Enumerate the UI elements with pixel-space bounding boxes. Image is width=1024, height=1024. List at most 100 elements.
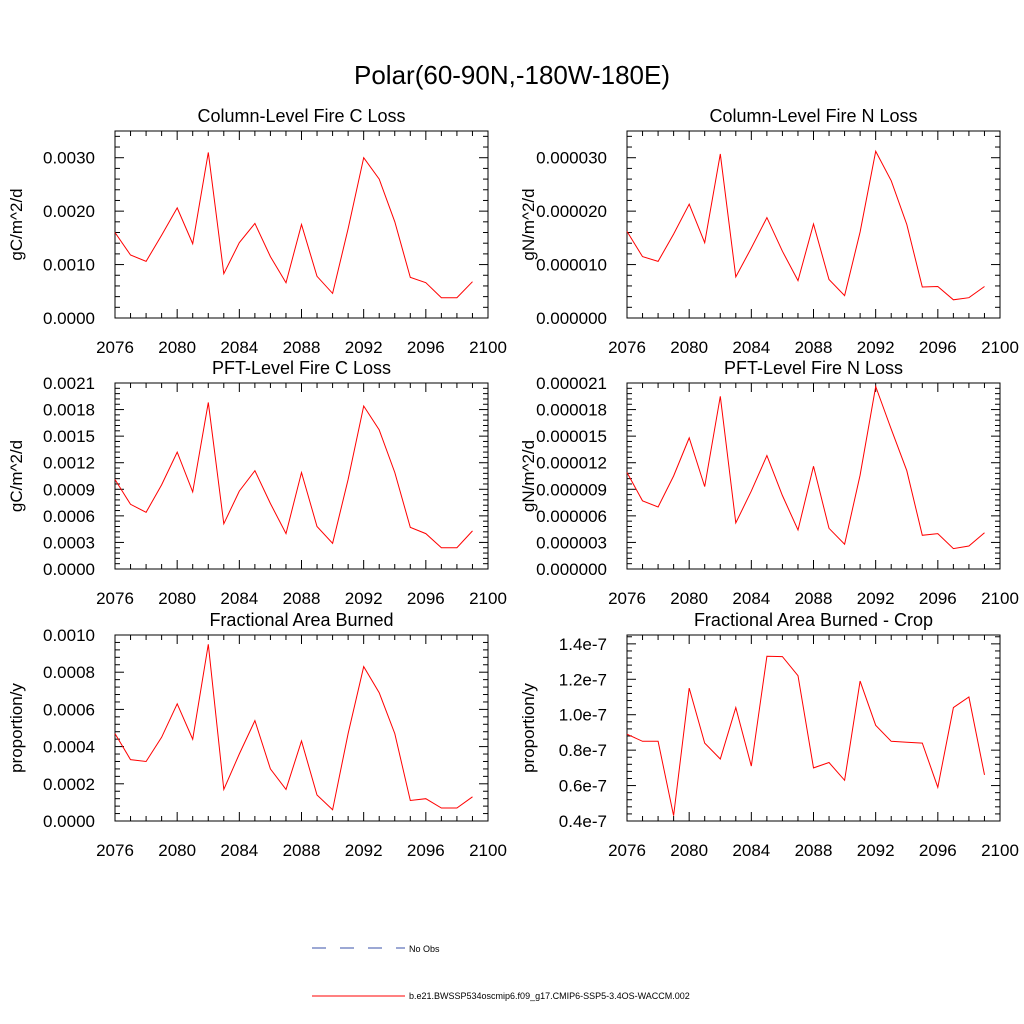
x-tick-label: 2092: [345, 841, 383, 860]
y-tick-label: 0.000012: [536, 454, 607, 473]
plot-frame: [626, 634, 1001, 822]
series-line: [114, 152, 473, 299]
y-tick-label: 0.0000: [43, 560, 95, 579]
y-tick-label: 0.0009: [43, 480, 95, 499]
y-tick-label: 0.0010: [43, 626, 95, 645]
y-tick-label: 0.8e-7: [559, 741, 607, 760]
y-tick-label: 0.0030: [43, 149, 95, 168]
x-tick-label: 2080: [670, 338, 708, 357]
x-tick-label: 2088: [283, 841, 321, 860]
legend-label-model: b.e21.BWSSP534oscmip6.f09_g17.CMIP6-SSP5…: [409, 991, 690, 1001]
x-tick-label: 2092: [857, 338, 895, 357]
y-axis-label: gN/m^2/d: [519, 188, 538, 260]
x-tick-label: 2092: [857, 841, 895, 860]
x-tick-label: 2092: [857, 589, 895, 608]
y-tick-label: 0.6e-7: [559, 777, 607, 796]
x-tick-label: 2100: [981, 338, 1019, 357]
x-tick-label: 2076: [608, 589, 646, 608]
y-tick-label: 0.0003: [43, 533, 95, 552]
y-tick-label: 0.0020: [43, 202, 95, 221]
x-tick-label: 2088: [283, 338, 321, 357]
y-axis-label: gN/m^2/d: [519, 440, 538, 512]
y-tick-label: 0.000030: [536, 149, 607, 168]
y-tick-label: 1.0e-7: [559, 706, 607, 725]
y-tick-label: 1.4e-7: [559, 635, 607, 654]
y-tick-label: 0.4e-7: [559, 812, 607, 831]
y-tick-label: 0.0012: [43, 454, 95, 473]
legend-label-no-obs: No Obs: [409, 944, 440, 954]
x-tick-label: 2096: [919, 841, 957, 860]
y-tick-label: 0.0010: [43, 256, 95, 275]
x-tick-label: 2080: [158, 841, 196, 860]
y-tick-label: 0.0021: [43, 374, 95, 393]
x-tick-label: 2096: [919, 589, 957, 608]
x-tick-label: 2088: [795, 338, 833, 357]
x-tick-label: 2084: [220, 338, 258, 357]
x-tick-label: 2096: [407, 338, 445, 357]
y-tick-label: 0.0018: [43, 401, 95, 420]
panel-title: Fractional Area Burned - Crop: [694, 610, 933, 630]
y-axis-label: gC/m^2/d: [7, 188, 26, 260]
series-line: [626, 149, 985, 301]
x-tick-label: 2076: [96, 841, 134, 860]
panel-4: PFT-Level Fire N Loss gN/m^2/d 2076 2080 208…: [519, 358, 1019, 608]
y-tick-label: 0.0006: [43, 700, 95, 719]
x-tick-label: 2100: [469, 589, 507, 608]
panel-title: Column-Level Fire N Loss: [709, 106, 917, 126]
y-tick-label: 0.000018: [536, 401, 607, 420]
x-tick-label: 2084: [220, 589, 258, 608]
panel-6: Fractional Area Burned - Crop proportion/…: [519, 610, 1019, 860]
x-tick-label: 2080: [158, 338, 196, 357]
plot-frame: [626, 382, 1001, 570]
plot-frame: [114, 382, 489, 570]
x-tick-label: 2076: [608, 841, 646, 860]
y-tick-label: 0.000003: [536, 533, 607, 552]
y-tick-label: 0.0015: [43, 427, 95, 446]
y-tick-label: 0.000006: [536, 507, 607, 526]
y-axis-label: gC/m^2/d: [7, 440, 26, 512]
y-tick-label: 0.000000: [536, 309, 607, 328]
x-tick-label: 2092: [345, 338, 383, 357]
y-tick-label: 0.000015: [536, 427, 607, 446]
x-tick-label: 2084: [732, 589, 770, 608]
series-line: [626, 655, 985, 816]
x-tick-label: 2096: [919, 338, 957, 357]
series-line: [626, 384, 985, 550]
panel-5: Fractional Area Burned proportion/y 2076 20…: [7, 610, 507, 860]
x-tick-label: 2084: [732, 338, 770, 357]
y-tick-label: 0.000009: [536, 480, 607, 499]
x-tick-label: 2076: [608, 338, 646, 357]
x-tick-label: 2088: [795, 589, 833, 608]
panel-2: Column-Level Fire N Loss gN/m^2/d 2076 2080…: [519, 106, 1019, 357]
panels: Column-Level Fire C Loss gC/m^2/d 2076 2080…: [7, 106, 1019, 860]
y-tick-label: 0.0008: [43, 663, 95, 682]
x-tick-label: 2080: [670, 841, 708, 860]
y-axis-label: proportion/y: [519, 683, 538, 773]
panel-title: Fractional Area Burned: [209, 610, 393, 630]
series-line: [114, 644, 473, 811]
x-tick-label: 2096: [407, 841, 445, 860]
y-tick-label: 0.0006: [43, 507, 95, 526]
panel-title: PFT-Level Fire N Loss: [724, 358, 903, 378]
x-tick-label: 2100: [469, 338, 507, 357]
x-tick-label: 2100: [469, 841, 507, 860]
y-tick-label: 0.000020: [536, 202, 607, 221]
x-tick-label: 2088: [283, 589, 321, 608]
x-tick-label: 2100: [981, 841, 1019, 860]
y-axis-label: proportion/y: [7, 683, 26, 773]
y-tick-label: 0.0004: [43, 738, 95, 757]
panel-1: Column-Level Fire C Loss gC/m^2/d 2076 2080…: [7, 106, 507, 357]
x-tick-label: 2088: [795, 841, 833, 860]
x-tick-label: 2084: [732, 841, 770, 860]
x-tick-label: 2076: [96, 589, 134, 608]
x-tick-label: 2080: [158, 589, 196, 608]
x-tick-label: 2080: [670, 589, 708, 608]
series-line: [114, 402, 473, 549]
legend: No Obs b.e21.BWSSP534oscmip6.f09_g17.CMI…: [312, 944, 690, 1001]
y-tick-label: 0.000010: [536, 256, 607, 275]
panel-title: PFT-Level Fire C Loss: [212, 358, 391, 378]
plot-frame: [114, 634, 489, 822]
panel-title: Column-Level Fire C Loss: [197, 106, 405, 126]
